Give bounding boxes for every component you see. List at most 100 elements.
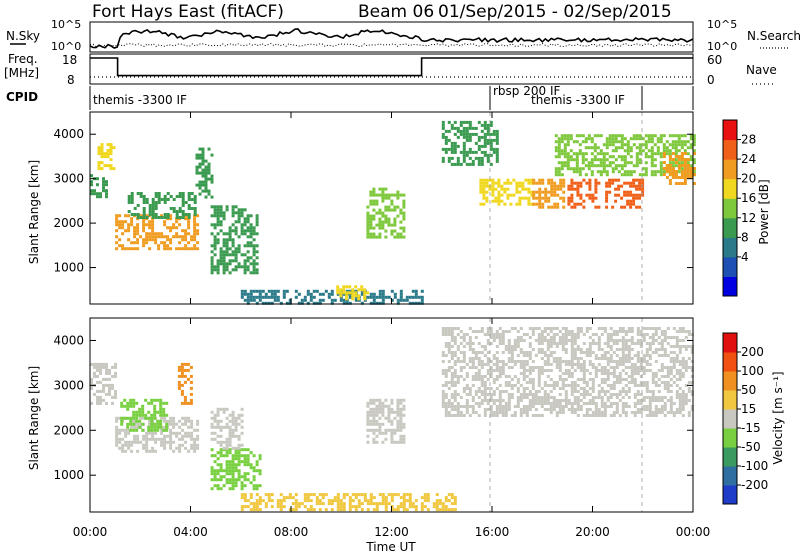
power-cell: [210, 232, 214, 236]
velocity-cell: [507, 345, 511, 348]
velocity-cell: [480, 399, 484, 402]
velocity-cell: [390, 428, 394, 432]
power-cell: [267, 301, 271, 305]
power-cell: [584, 158, 588, 162]
power-cell: [680, 155, 684, 158]
power-cell: [485, 178, 489, 182]
power-cell: [596, 134, 600, 138]
velocity-cell: [471, 384, 475, 387]
power-cell: [544, 196, 548, 200]
velocity-cell: [477, 351, 481, 354]
velocity-cell: [546, 333, 550, 336]
velocity-cell: [444, 333, 448, 336]
power-cell: [479, 184, 483, 188]
power-cell: [486, 153, 490, 157]
velocity-cell: [402, 425, 406, 429]
velocity-cell: [654, 408, 658, 411]
velocity-cell: [471, 408, 475, 411]
power-cell: [599, 149, 603, 153]
power-cell: [605, 196, 609, 200]
velocity-cell: [444, 405, 448, 408]
velocity-cell: [513, 414, 517, 417]
power-cell: [629, 161, 633, 165]
velocity-cell: [543, 402, 547, 405]
velocity-cell: [480, 381, 484, 384]
power-cell: [399, 292, 403, 296]
velocity-cell: [237, 457, 241, 461]
velocity-cell: [669, 369, 673, 372]
power-cell: [541, 190, 545, 194]
power-cell: [680, 176, 684, 179]
velocity-cell: [187, 434, 191, 438]
power-cell: [193, 195, 197, 198]
velocity-cell: [102, 386, 105, 390]
velocity-cell: [123, 404, 127, 408]
velocity-cell: [453, 396, 457, 399]
power-cell: [201, 168, 205, 172]
power-cell: [593, 164, 597, 168]
power-cell: [133, 207, 137, 210]
power-cell: [509, 193, 513, 197]
velocity-cell: [132, 401, 136, 405]
power-cell: [635, 164, 639, 168]
velocity-cell: [444, 345, 448, 348]
velocity-cell: [135, 410, 139, 414]
power-cell: [497, 196, 501, 200]
power-cell: [396, 232, 400, 236]
power-cell: [480, 144, 484, 148]
power-cell: [588, 181, 592, 185]
colorbar-swatch: [723, 466, 737, 486]
power-cell: [219, 223, 223, 227]
velocity-cell: [573, 333, 577, 336]
velocity-cell: [444, 354, 448, 357]
velocity-cell: [390, 440, 394, 444]
power-cell: [105, 195, 108, 199]
velocity-cell: [537, 327, 541, 330]
velocity-cell: [456, 333, 460, 336]
power-cell: [562, 196, 566, 200]
velocity-cell: [264, 505, 268, 509]
power-cell: [569, 167, 573, 171]
velocity-cell: [678, 396, 682, 399]
power-cell: [133, 226, 137, 230]
power-cell: [222, 271, 226, 275]
velocity-cell: [552, 339, 556, 342]
power-cell: [692, 158, 696, 162]
velocity-cell: [471, 360, 475, 363]
power-cell: [246, 292, 250, 296]
velocity-cell: [522, 393, 526, 396]
velocity-cell: [570, 351, 574, 354]
velocity-cell: [624, 348, 628, 351]
power-cell: [515, 202, 519, 206]
velocity-cell: [597, 396, 601, 399]
power-cell: [163, 213, 167, 216]
power-cell: [570, 199, 574, 203]
velocity-cell: [279, 502, 283, 506]
power-cell: [594, 187, 598, 191]
velocity-cell: [645, 387, 649, 390]
velocity-cell: [681, 327, 685, 330]
power-cell: [486, 156, 490, 160]
velocity-cell: [525, 405, 529, 408]
power-cell: [441, 132, 445, 136]
velocity-cell: [393, 431, 397, 435]
velocity-cell: [130, 440, 134, 444]
velocity-cell: [492, 354, 496, 357]
power-cell: [154, 232, 158, 236]
velocity-cell: [522, 390, 526, 393]
velocity-cell: [522, 333, 526, 336]
velocity-cell: [447, 411, 451, 414]
velocity-cell: [444, 505, 448, 509]
velocity-cell: [660, 405, 664, 408]
power-cell: [572, 158, 576, 162]
velocity-cell: [486, 369, 490, 372]
velocity-cell: [522, 351, 526, 354]
velocity-cell: [375, 434, 379, 438]
power-cell: [204, 195, 208, 199]
velocity-cell: [510, 396, 514, 399]
velocity-cell: [624, 402, 628, 405]
velocity-cell: [600, 348, 604, 351]
velocity-cell: [291, 502, 295, 506]
velocity-cell: [636, 402, 640, 405]
velocity-cell: [181, 443, 185, 447]
